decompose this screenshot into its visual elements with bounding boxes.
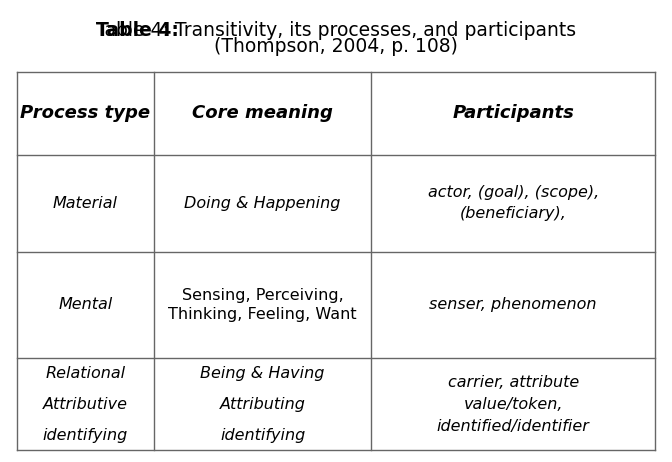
- Text: Attributive: Attributive: [43, 397, 128, 412]
- Text: carrier, attribute
value/token,
identified/identifier: carrier, attribute value/token, identifi…: [437, 375, 589, 434]
- Text: Participants: Participants: [452, 104, 574, 122]
- Text: Mental: Mental: [58, 298, 112, 312]
- Text: identifying: identifying: [220, 427, 305, 443]
- Text: (Thompson, 2004, p. 108): (Thompson, 2004, p. 108): [214, 36, 458, 56]
- Text: Table 4: Transitivity, its processes, and participants: Table 4: Transitivity, its processes, an…: [96, 20, 576, 40]
- Text: actor, (goal), (scope),
(beneficiary),: actor, (goal), (scope), (beneficiary),: [427, 185, 599, 221]
- Text: senser, phenomenon: senser, phenomenon: [429, 298, 597, 312]
- Text: Table 4:: Table 4:: [96, 20, 179, 40]
- Text: Doing & Happening: Doing & Happening: [184, 196, 341, 211]
- Text: Process type: Process type: [20, 104, 151, 122]
- Text: Attributing: Attributing: [220, 397, 306, 412]
- Text: Core meaning: Core meaning: [192, 104, 333, 122]
- Text: Sensing, Perceiving,
Thinking, Feeling, Want: Sensing, Perceiving, Thinking, Feeling, …: [168, 287, 357, 322]
- Text: identifying: identifying: [43, 427, 128, 443]
- Text: Material: Material: [53, 196, 118, 211]
- Text: Relational: Relational: [46, 366, 126, 381]
- Text: Being & Having: Being & Having: [200, 366, 325, 381]
